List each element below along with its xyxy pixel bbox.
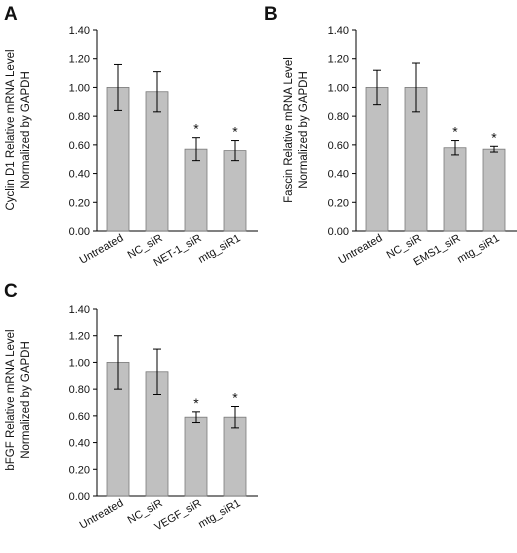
y-tick-label: 0.00	[69, 226, 90, 238]
y-tick-label: 1.00	[69, 357, 90, 369]
y-tick-label: 0.80	[328, 111, 349, 123]
y-tick-label: 0.60	[69, 411, 90, 423]
y-axis-label-line-1: Fascin Relative mRNA Level	[283, 57, 295, 203]
y-tick-label: 0.40	[69, 169, 90, 181]
bar	[365, 87, 389, 232]
category-label: mtg_siR1	[196, 497, 242, 531]
significance-marker: *	[193, 121, 199, 137]
bar	[223, 416, 247, 497]
y-tick-label: 0.40	[69, 438, 90, 450]
y-tick-label: 0.80	[69, 111, 90, 123]
significance-marker: *	[491, 129, 497, 145]
bar	[443, 147, 467, 232]
bar	[145, 91, 169, 232]
y-tick-label: 0.80	[69, 384, 90, 396]
panel-b: B Fascin Relative mRNA Level Normalized …	[264, 4, 517, 269]
bar	[184, 148, 208, 232]
y-tick-label: 1.40	[328, 25, 349, 37]
category-label: mtg_siR1	[196, 232, 242, 266]
y-tick-label: 0.00	[328, 226, 349, 238]
y-tick-label: 0.60	[328, 140, 349, 152]
y-tick-label: 1.20	[69, 331, 90, 343]
y-tick-label: 0.20	[69, 197, 90, 209]
y-axis-label-line-1: Cyclin D1 Relative mRNA Level	[5, 49, 17, 210]
y-tick-label: 0.20	[69, 464, 90, 476]
y-axis-label-line-2: Normalized by GAPDH	[20, 71, 32, 189]
y-tick-label: 1.20	[69, 54, 90, 66]
y-axis-label-line-2: Normalized by GAPDH	[20, 341, 32, 459]
y-tick-label: 1.00	[328, 82, 349, 94]
y-tick-label: 1.40	[69, 25, 90, 37]
y-tick-label: 0.00	[69, 491, 90, 503]
y-axis-label-line-1: bFGF Relative mRNA Level	[5, 329, 17, 470]
bar	[184, 416, 208, 497]
panel-a: A Cyclin D1 Relative mRNA Level Normaliz…	[4, 4, 258, 269]
y-tick-label: 0.40	[328, 169, 349, 181]
panel-label: C	[4, 281, 18, 302]
significance-marker: *	[232, 390, 238, 406]
y-tick-label: 1.40	[69, 304, 90, 316]
significance-marker: *	[452, 124, 458, 140]
panel-c: C bFGF Relative mRNA Level Normalized by…	[4, 281, 258, 534]
panel-label: B	[264, 4, 278, 25]
y-tick-label: 0.60	[69, 140, 90, 152]
y-tick-label: 0.20	[328, 197, 349, 209]
y-tick-label: 1.00	[69, 82, 90, 94]
panel-label: A	[4, 4, 18, 25]
bar	[482, 148, 506, 232]
category-label: mtg_siR1	[455, 232, 501, 266]
significance-marker: *	[193, 395, 199, 411]
y-axis-label-line-2: Normalized by GAPDH	[298, 71, 310, 189]
y-tick-label: 1.20	[328, 54, 349, 66]
significance-marker: *	[232, 124, 238, 140]
bar	[223, 150, 247, 232]
